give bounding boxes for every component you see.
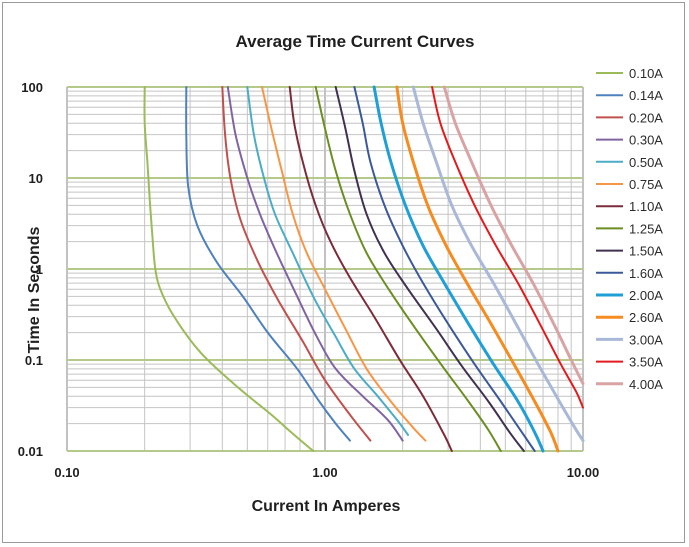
x-axis-label: Current In Amperes bbox=[252, 498, 401, 515]
legend-label: 3.00A bbox=[629, 332, 663, 347]
series-line-5 bbox=[261, 86, 427, 442]
chart-title: Average Time Current Curves bbox=[235, 32, 474, 51]
series-line-4 bbox=[246, 86, 410, 436]
series-line-10 bbox=[372, 85, 545, 453]
legend-label: 0.75A bbox=[629, 177, 663, 192]
series-line-6 bbox=[288, 86, 453, 452]
x-tick-label: 1.00 bbox=[312, 465, 337, 480]
series-line-2 bbox=[221, 86, 372, 442]
series-line-12 bbox=[411, 85, 585, 443]
legend-label: 3.50A bbox=[629, 355, 663, 370]
series-lines bbox=[143, 85, 585, 453]
y-tick-label: 0.01 bbox=[18, 444, 43, 459]
time-current-chart: Average Time Current Curves 0.10 1.00 10.0… bbox=[18, 32, 664, 515]
grid bbox=[66, 86, 584, 452]
legend-label: 2.60A bbox=[629, 310, 663, 325]
legend: 0.10A 0.14A 0.20A 0.30A 0.50A 0.75A 1.10A 1.25A… bbox=[596, 66, 663, 392]
y-axis-label: Time In Seconds bbox=[26, 226, 43, 353]
series-line-14 bbox=[442, 85, 585, 386]
legend-label: 2.00A bbox=[629, 288, 663, 303]
series-line-11 bbox=[395, 85, 560, 453]
legend-label: 1.10A bbox=[629, 199, 663, 214]
x-tick-label: 10.00 bbox=[567, 465, 600, 480]
legend-label: 4.00A bbox=[629, 377, 663, 392]
series-line-0 bbox=[143, 86, 315, 452]
legend-label: 0.30A bbox=[629, 133, 663, 148]
series-line-7 bbox=[314, 86, 502, 452]
y-tick-label: 1 bbox=[36, 262, 43, 277]
series-line-9 bbox=[353, 86, 536, 452]
legend-label: 0.10A bbox=[629, 66, 663, 81]
tick-labels: 0.10 1.00 10.00 100 10 1 0.1 0.01 bbox=[18, 80, 600, 480]
y-tick-label: 10 bbox=[29, 171, 43, 186]
series-line-3 bbox=[226, 86, 404, 442]
y-tick-label: 0.1 bbox=[25, 353, 43, 368]
series-line-13 bbox=[431, 86, 584, 409]
legend-label: 1.50A bbox=[629, 244, 663, 259]
x-tick-label: 0.10 bbox=[54, 465, 79, 480]
series-line-1 bbox=[185, 86, 351, 442]
legend-label: 0.20A bbox=[629, 110, 663, 125]
legend-label: 0.50A bbox=[629, 155, 663, 170]
y-tick-label: 100 bbox=[21, 80, 43, 95]
legend-label: 0.14A bbox=[629, 88, 663, 103]
series-line-8 bbox=[334, 86, 525, 452]
legend-label: 1.25A bbox=[629, 221, 663, 236]
legend-label: 1.60A bbox=[629, 266, 663, 281]
